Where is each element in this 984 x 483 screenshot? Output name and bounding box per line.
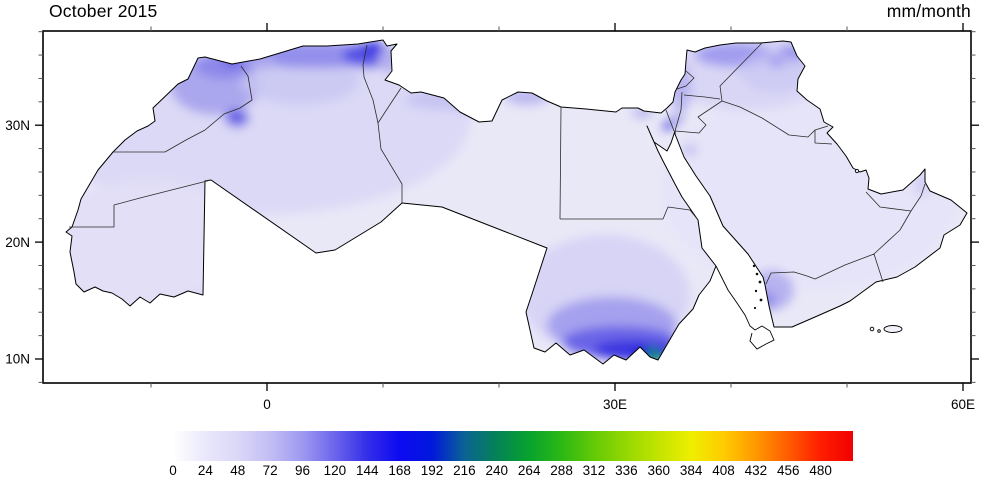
socotra-island [883,325,903,333]
axis-ticks [35,23,979,391]
colorbar-tick-label: 480 [809,463,832,478]
extra-coastlines [715,168,903,350]
colorbar-tick-label: 456 [776,463,800,478]
figure-title: October 2015 [49,1,158,21]
tick-label: 30N [5,118,30,133]
bahrain-island [854,168,860,174]
colorbar-tick-label: 288 [550,463,573,478]
tick-label: 60E [951,397,975,412]
colorbar-tick-label: 360 [647,463,670,478]
tick-label: 0 [263,397,271,412]
colorbar-tick-label: 192 [420,463,444,478]
precipitation-layer [66,40,960,364]
colorbar-tick-label: 336 [615,463,638,478]
tick-label: 20N [5,235,30,250]
colorbar-tick-label: 144 [356,463,379,478]
colorbar-tick-label: 48 [230,463,246,478]
colorbar-tick-label: 96 [295,463,311,478]
colorbar-tick-label: 408 [712,463,735,478]
tick-label: 30E [603,397,627,412]
colorbar-tick-label: 240 [485,463,509,478]
colorbar-tick-label: 168 [388,463,411,478]
axis-tick-labels: 0 30E 60E 30N 20N 10N [5,118,975,412]
colorbar-tick-label: 0 [169,463,177,478]
colorbar-tick-label: 384 [679,463,703,478]
colorbar-tick-label: 216 [453,463,476,478]
colorbar-tick-label: 312 [582,463,606,478]
colorbar-gradient [173,431,853,461]
units-label: mm/month [886,1,971,21]
colorbar-tick-label: 72 [262,463,278,478]
red-sea-islands [752,264,763,310]
country-borders [69,42,926,285]
plot-frame [42,30,972,384]
colorbar-tick-label: 264 [517,463,541,478]
colorbar-tick-label: 432 [744,463,768,478]
colorbar-tick-label: 24 [197,463,213,478]
tick-label: 10N [5,352,30,367]
colorbar-tick-label: 120 [323,463,347,478]
